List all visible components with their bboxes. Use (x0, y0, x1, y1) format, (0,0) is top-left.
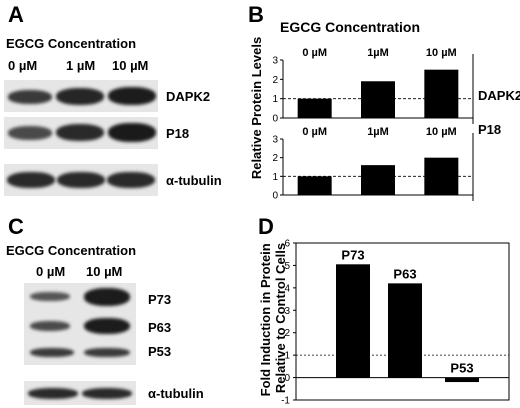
chart-b-p18-category-0: 0 µM (302, 126, 327, 138)
chart-b-dapk2-category-0: 0 µM (302, 47, 327, 59)
panel-a-lane-2: 10 µM (112, 58, 149, 73)
chart-b-title: EGCG Concentration (280, 19, 420, 35)
chart-b-dapk2-bar-2 (424, 69, 459, 118)
blot-label-tubulin-a: α-tubulin (166, 173, 222, 188)
chart-d-ylabel: Fold Induction in Protein Relative to Co… (258, 240, 288, 397)
blot-label-p73: P73 (148, 292, 172, 307)
blot-strip-p73 (24, 283, 136, 313)
panel-a-title: EGCG Concentration (6, 36, 137, 51)
chart-b-series-p18: P18 (478, 122, 501, 137)
chart-b-p18-bar-0 (297, 176, 332, 195)
chart-d-category-0: P73 (341, 247, 364, 262)
chart-d-ylabel-line-2: Relative to Control Cells (273, 243, 288, 393)
chart-b-p18-bar-2 (424, 157, 459, 195)
chart-b-p18-bar-1 (361, 165, 395, 195)
chart-b-p18-ytick-label-2: 2 (272, 153, 278, 164)
chart-b-dapk2-ytick-label-0: 0 (272, 114, 278, 125)
chart-d-ytick-label-4: 4 (284, 283, 290, 294)
chart-b-dapk2-ytick-label-2: 2 (272, 75, 278, 86)
panel-c-lane-1: 10 µM (86, 264, 123, 279)
blot-strip-tubulin-a (4, 164, 158, 196)
chart-d-ytick-label--1: -1 (281, 396, 290, 407)
panel-letter-c: C (8, 214, 24, 239)
chart-b-dapk2-ytick-label-1: 1 (272, 94, 278, 105)
chart-d-bar-0 (336, 264, 370, 378)
blot-label-p63: P63 (148, 320, 172, 335)
blot-strip-tubulin-c (24, 381, 136, 405)
chart-d-plot: -1 0 1 2 3 4 5 6 P73 P63 P53 (281, 239, 510, 407)
blot-strip-p18 (4, 117, 158, 149)
chart-b-dapk2-bar-0 (297, 98, 332, 118)
chart-d-bar-2 (445, 377, 479, 383)
chart-b-ylabel: Relative Protein Levels (249, 37, 264, 179)
blot-strip-p63 (24, 313, 136, 340)
panel-c-lane-0: 0 µM (36, 264, 66, 279)
blot-label-p18: P18 (166, 126, 190, 141)
chart-d-ytick-label-0: 0 (284, 373, 290, 384)
chart-b-dapk2-bar-1 (361, 81, 395, 118)
panel-a-lane-1: 1 µM (66, 58, 96, 73)
panel-letter-d: D (258, 214, 274, 239)
chart-b-dapk2-category-2: 10 µM (426, 47, 457, 59)
chart-b-p18-category-2: 10 µM (426, 126, 457, 138)
chart-b-p18: 0 1 2 3 0 µM 1µM 10 µM (272, 126, 474, 202)
chart-b-dapk2-category-1: 1µM (367, 47, 389, 59)
chart-b-dapk2: 0 1 2 3 0 µM 1µM 10 µM (272, 47, 474, 125)
chart-d-category-2: P53 (450, 361, 473, 376)
chart-d-ytick-label-3: 3 (284, 306, 290, 317)
panel-a-lane-0: 0 µM (8, 58, 38, 73)
panel-letter-b: B (248, 2, 264, 27)
chart-b-p18-category-1: 1µM (367, 126, 389, 138)
blot-strip-p53 (24, 340, 136, 365)
chart-d-bar-1 (388, 283, 422, 378)
panel-letter-a: A (8, 2, 24, 27)
chart-b-p18-ytick-label-0: 0 (272, 191, 278, 202)
chart-b-dapk2-ytick-label-3: 3 (272, 56, 278, 67)
blot-strip-dapk2 (4, 80, 158, 112)
chart-d-ytick-label-1: 1 (284, 351, 290, 362)
chart-d-category-1: P63 (393, 266, 416, 281)
chart-d-frame (295, 242, 510, 401)
chart-d-ytick-label-2: 2 (284, 328, 290, 339)
blot-label-p53: P53 (148, 344, 172, 359)
chart-d-ylabel-line-1: Fold Induction in Protein (258, 243, 273, 396)
chart-d-ytick-label-6: 6 (284, 239, 290, 250)
chart-d-ytick-label-5: 5 (284, 261, 290, 272)
blot-label-tubulin-c: α-tubulin (148, 386, 204, 401)
chart-b-p18-ytick-label-1: 1 (272, 172, 278, 183)
panel-c-title: EGCG Concentration (6, 243, 137, 258)
chart-b-p18-ytick-label-3: 3 (272, 135, 278, 146)
chart-b-series-dapk2: DAPK2 (478, 88, 520, 103)
blot-label-dapk2: DAPK2 (166, 89, 211, 104)
